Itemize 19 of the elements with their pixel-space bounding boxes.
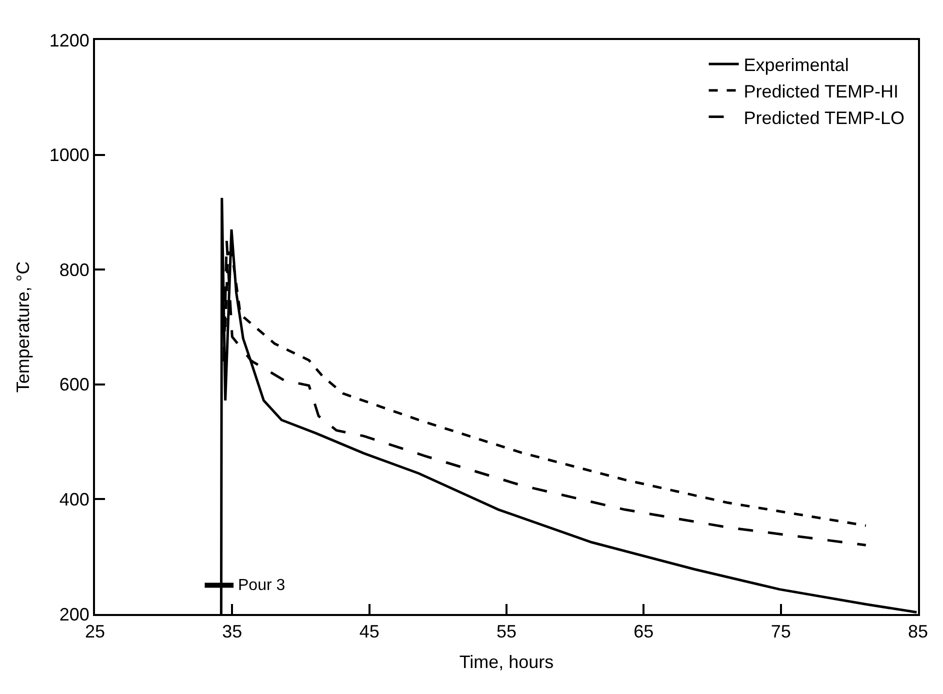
annotation: Pour 3	[238, 577, 286, 594]
y-tick-label: 200	[59, 604, 90, 624]
x-tick-label: 75	[770, 622, 791, 642]
x-tick-label: 45	[359, 622, 380, 642]
legend-label: Predicted TEMP-HI	[744, 81, 898, 102]
x-tick-label: 55	[496, 622, 517, 642]
legend-label: Experimental	[744, 54, 849, 75]
y-axis-title: Temperature, °C	[13, 261, 34, 393]
legend-label: Predicted TEMP-LO	[744, 108, 905, 128]
y-tick-label: 1200	[49, 30, 90, 50]
x-tick-label: 65	[634, 622, 654, 642]
x-tick-label: 25	[84, 622, 106, 642]
y-tick-label: 1000	[49, 145, 90, 166]
x-tick-label: 85	[908, 622, 928, 642]
x-tick-label: 35	[222, 622, 242, 642]
x-axis-title: Time, hours	[459, 652, 554, 672]
y-tick-label: 800	[59, 260, 90, 280]
y-tick-label: 400	[59, 490, 90, 510]
y-tick-label: 600	[59, 374, 90, 395]
